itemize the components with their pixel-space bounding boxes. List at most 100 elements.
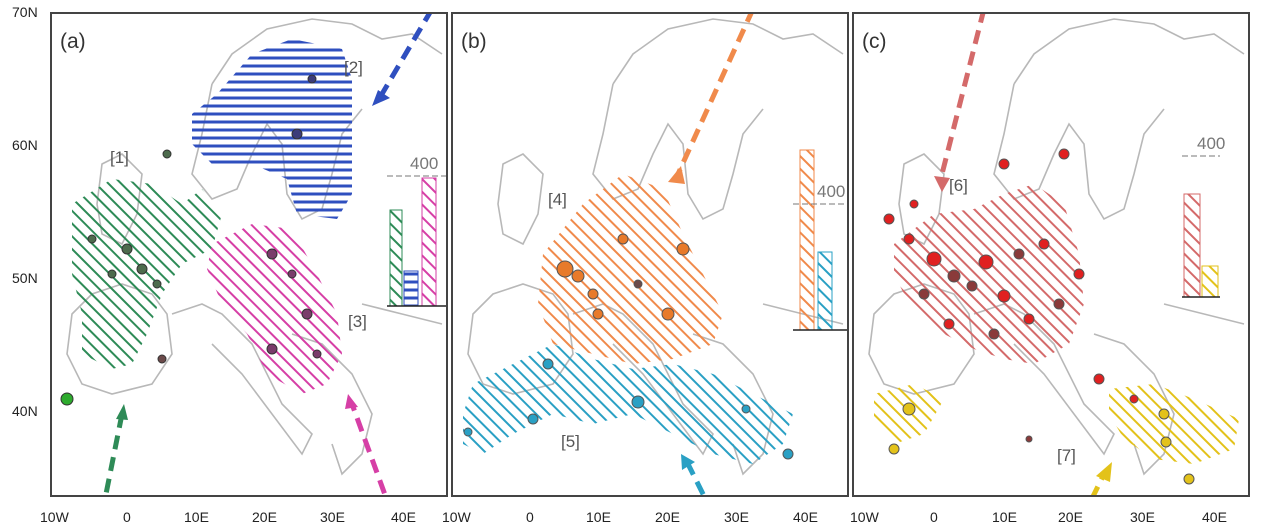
hatched-regions <box>72 39 352 394</box>
station-marker <box>1013 248 1025 260</box>
bar-region-6 <box>1183 193 1201 298</box>
region-label-3: [3] <box>348 312 367 331</box>
station-marker <box>157 354 167 364</box>
x-tick-0-a: 0 <box>123 509 131 525</box>
station-marker <box>1129 394 1139 404</box>
bar-region-7 <box>1201 265 1219 298</box>
station-marker <box>60 392 74 406</box>
region-label-7: [7] <box>1057 446 1076 465</box>
station-marker <box>1053 298 1065 310</box>
station-marker <box>266 343 278 355</box>
x-tick-30e-a: 30E <box>320 509 345 525</box>
station-marker <box>633 279 643 289</box>
region-label-4: [4] <box>548 190 567 209</box>
region-bar-chart <box>387 175 446 307</box>
region-label-2: [2] <box>344 58 363 77</box>
bar-scale-label-c: 400 <box>1197 134 1226 153</box>
station-marker <box>556 260 574 278</box>
bar-scale-label-a: 400 <box>410 154 439 173</box>
station-marker <box>1073 268 1085 280</box>
direction-arrows <box>675 14 754 495</box>
region-6-area <box>894 184 1084 364</box>
station-marker <box>463 427 473 437</box>
map-panel-b: (b) [4] [5] 400 <box>451 12 849 497</box>
arrow-head-icon <box>681 454 695 470</box>
station-marker <box>918 288 930 300</box>
station-marker <box>152 279 162 289</box>
station-marker <box>782 448 794 460</box>
y-tick-40n: 40N <box>12 403 38 419</box>
station-marker <box>121 243 133 255</box>
bar-scale-label-b: 400 <box>817 182 846 201</box>
station-marker <box>301 308 313 320</box>
panel-label-a: (a) <box>60 30 86 53</box>
station-marker <box>307 74 317 84</box>
x-tick-10e-a: 10E <box>184 509 209 525</box>
station-marker <box>162 149 172 159</box>
region-3-area <box>207 224 342 394</box>
station-marker <box>1058 148 1070 160</box>
panel-label-b: (b) <box>461 30 487 53</box>
map-c-canvas <box>868 14 1245 495</box>
station-marker <box>1038 238 1050 250</box>
station-marker <box>997 289 1011 303</box>
region-bar-chart <box>1182 155 1220 298</box>
y-tick-50n: 50N <box>12 270 38 286</box>
x-tick-0-c: 0 <box>930 509 938 525</box>
station-marker <box>888 443 900 455</box>
region-5-area <box>463 344 793 464</box>
station-marker <box>661 307 675 321</box>
x-tick-10e-c: 10E <box>992 509 1017 525</box>
region-label-6: [6] <box>949 176 968 195</box>
bar-region-5 <box>817 251 833 331</box>
x-tick-20e-c: 20E <box>1058 509 1083 525</box>
arrow-head-icon <box>1096 462 1112 482</box>
station-marker <box>1023 313 1035 325</box>
x-tick-0-b: 0 <box>526 509 534 525</box>
station-marker <box>1158 408 1170 420</box>
station-marker <box>947 269 961 283</box>
station-marker <box>571 269 585 283</box>
y-tick-60n: 60N <box>12 137 38 153</box>
station-marker <box>909 199 919 209</box>
x-tick-10w-a: 10W <box>40 509 69 525</box>
station-marker <box>676 242 690 256</box>
x-tick-30e-b: 30E <box>724 509 749 525</box>
station-markers <box>60 74 322 406</box>
station-marker <box>883 213 895 225</box>
arrow-head-icon <box>116 404 128 420</box>
station-marker <box>998 158 1010 170</box>
x-tick-30e-c: 30E <box>1130 509 1155 525</box>
x-tick-10w-c: 10W <box>850 509 879 525</box>
station-marker <box>1025 435 1033 443</box>
region-2-area <box>192 39 352 219</box>
x-tick-10e-b: 10E <box>586 509 611 525</box>
direction-arrows <box>103 14 432 495</box>
region-7-area <box>1109 384 1239 464</box>
station-marker <box>1093 373 1105 385</box>
map-b-canvas <box>463 14 847 495</box>
region-label-5: [5] <box>561 432 580 451</box>
region-bar-chart <box>793 149 847 331</box>
station-marker <box>966 280 978 292</box>
bar-region-4 <box>799 149 815 331</box>
y-tick-70n: 70N <box>12 4 38 20</box>
station-marker <box>542 358 554 370</box>
map-a-canvas <box>60 14 446 495</box>
hatched-regions <box>463 174 793 464</box>
x-tick-40e-a: 40E <box>391 509 416 525</box>
panel-label-c: (c) <box>862 30 887 53</box>
station-marker <box>988 328 1000 340</box>
station-marker <box>107 269 117 279</box>
hatched-regions <box>874 184 1239 464</box>
station-marker <box>978 254 994 270</box>
direction-arrows <box>939 14 1107 495</box>
station-marker <box>617 233 629 245</box>
x-tick-10w-b: 10W <box>442 509 471 525</box>
arrow-head-icon <box>668 166 685 184</box>
arrow-head-icon <box>934 176 950 192</box>
station-marker <box>136 263 148 275</box>
x-tick-40e-b: 40E <box>793 509 818 525</box>
station-marker <box>741 404 751 414</box>
x-tick-20e-a: 20E <box>252 509 277 525</box>
